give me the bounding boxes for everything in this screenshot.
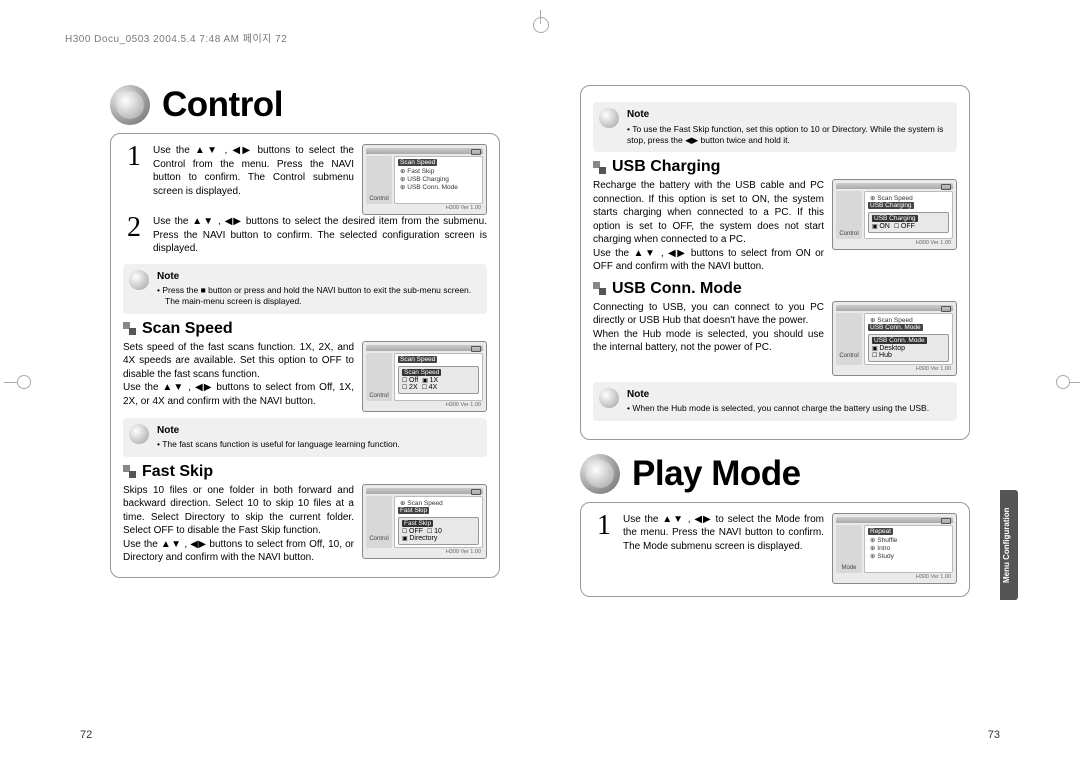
sphere-icon (110, 85, 150, 125)
subhead-usb-conn-mode: USB Conn. Mode (593, 280, 957, 298)
page-number-left: 72 (80, 729, 92, 741)
page-72: Control 1 Use the ▲▼ , ◀▶ buttons to sel… (65, 60, 525, 743)
device-mock-control-menu: Control Scan Speed ⊕ Fast Skip ⊕ USB Cha… (362, 144, 487, 215)
device-mock-scan-speed: Control Scan Speed Scan Speed Off1X 2X4X… (362, 341, 487, 412)
section-title-control: Control (110, 85, 500, 125)
bullet-icon (593, 282, 606, 295)
page-73: Note To use the Fast Skip function, set … (555, 60, 1015, 743)
step-2: 2 Use the ▲▼ , ◀▶ buttons to select the … (123, 215, 487, 256)
title-text: Play Mode (632, 454, 801, 494)
title-text: Control (162, 85, 283, 125)
note-icon (599, 108, 619, 128)
section-title-playmode: Play Mode (580, 454, 970, 494)
subhead-scan-speed: Scan Speed (123, 320, 487, 338)
usb-conn-body: Connecting to USB, you can connect to yo… (593, 301, 824, 355)
device-mock-mode: Mode Repeat ⊕ Shuffle ⊕ Intro ⊕ Study H3… (832, 513, 957, 584)
sphere-icon (580, 454, 620, 494)
subhead-usb-charging: USB Charging (593, 158, 957, 176)
control-frame: 1 Use the ▲▼ , ◀▶ buttons to select the … (110, 133, 500, 578)
bullet-icon (123, 465, 136, 478)
right-top-frame: Note To use the Fast Skip function, set … (580, 85, 970, 440)
print-header: H300 Docu_0503 2004.5.4 7:48 AM 페이지 72 (65, 30, 287, 45)
scan-speed-body: Sets speed of the fast scans function. 1… (123, 341, 354, 409)
note-icon (129, 424, 149, 444)
note-top-right: Note To use the Fast Skip function, set … (593, 102, 957, 152)
playmode-frame: 1 Use the ▲▼ , ◀▶ to select the Mode fro… (580, 502, 970, 597)
bullet-icon (123, 322, 136, 335)
play-step-1: 1 Use the ▲▼ , ◀▶ to select the Mode fro… (593, 513, 824, 554)
note-icon (599, 388, 619, 408)
device-mock-usb-charging: Control ⊕ Scan Speed USB Charging USB Ch… (832, 179, 957, 250)
note-bottom-right: Note When the Hub mode is selected, you … (593, 382, 957, 421)
note-1: Note Press the ■ button or press and hol… (123, 264, 487, 314)
device-mock-usb-conn: Control ⊕ Scan Speed USB Conn. Mode USB … (832, 301, 957, 376)
note-icon (129, 270, 149, 290)
note-2: Note The fast scans function is useful f… (123, 418, 487, 457)
bullet-icon (593, 161, 606, 174)
subhead-fast-skip: Fast Skip (123, 463, 487, 481)
usb-charging-body: Recharge the battery with the USB cable … (593, 179, 824, 274)
crop-mark-right (1056, 375, 1070, 389)
side-tab-menu-config: Menu Configuration (1000, 490, 1018, 600)
step-1: 1 Use the ▲▼ , ◀▶ buttons to select the … (123, 144, 354, 198)
fast-skip-body: Skips 10 files or one folder in both for… (123, 484, 354, 565)
crop-mark-left (17, 375, 31, 389)
device-mock-fast-skip: Control ⊕ Scan Speed Fast Skip Fast Skip… (362, 484, 487, 559)
page-number-right: 73 (988, 729, 1000, 741)
